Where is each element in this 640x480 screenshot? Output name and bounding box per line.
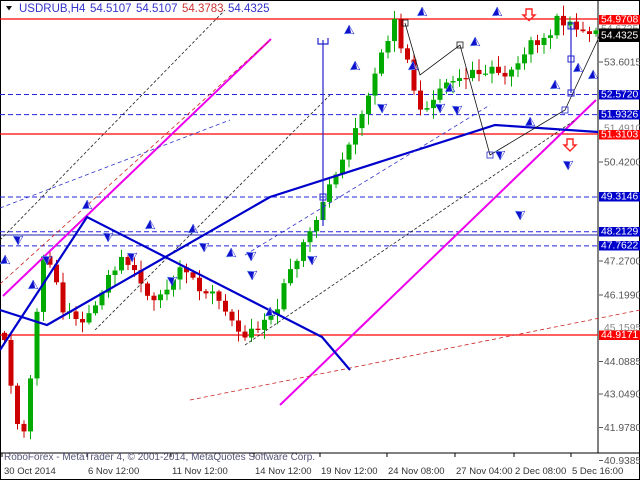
svg-text:54.4325: 54.4325 (228, 3, 270, 15)
svg-text:11 Nov 12:00: 11 Nov 12:00 (172, 466, 228, 477)
svg-text:43.0490: 43.0490 (604, 390, 640, 401)
svg-text:54.5107: 54.5107 (90, 3, 132, 15)
svg-text:30 Oct 2014: 30 Oct 2014 (4, 466, 56, 477)
svg-text:2 Dec 08:00: 2 Dec 08:00 (515, 466, 566, 477)
svg-text:53.6015: 53.6015 (604, 58, 640, 69)
svg-text:47.7622: 47.7622 (601, 241, 638, 252)
svg-text:44.0885: 44.0885 (604, 357, 640, 368)
svg-text:54.4325: 54.4325 (601, 31, 638, 42)
svg-text:54.3783: 54.3783 (182, 3, 224, 15)
svg-text:RoboForex - MetaTrader 4, © 20: RoboForex - MetaTrader 4, © 2001-2014, M… (4, 452, 315, 463)
svg-text:19 Nov 12:00: 19 Nov 12:00 (321, 466, 378, 477)
svg-text:47.2700: 47.2700 (604, 257, 640, 268)
svg-text:14 Nov 12:00: 14 Nov 12:00 (255, 466, 312, 477)
svg-text:27 Nov 04:00: 27 Nov 04:00 (456, 466, 513, 477)
svg-text:51.3103: 51.3103 (601, 130, 638, 141)
svg-text:6 Nov 12:00: 6 Nov 12:00 (88, 466, 139, 477)
svg-text:54.5107: 54.5107 (136, 3, 178, 15)
svg-text:50.4200: 50.4200 (604, 158, 640, 169)
svg-text:52.5720: 52.5720 (601, 90, 638, 101)
svg-text:46.1990: 46.1990 (604, 291, 640, 302)
svg-text:48.2129: 48.2129 (601, 227, 638, 238)
svg-text:49.3146: 49.3146 (601, 192, 638, 203)
svg-text:41.9780: 41.9780 (604, 423, 640, 434)
svg-text:40.9385: 40.9385 (604, 456, 640, 467)
svg-text:51.9326: 51.9326 (601, 110, 638, 121)
svg-text:24 Nov 08:00: 24 Nov 08:00 (388, 466, 445, 477)
svg-text:5 Dec 16:00: 5 Dec 16:00 (572, 466, 623, 477)
svg-text:44.9171: 44.9171 (601, 330, 638, 341)
svg-text:USDRUB,H4: USDRUB,H4 (19, 3, 86, 15)
